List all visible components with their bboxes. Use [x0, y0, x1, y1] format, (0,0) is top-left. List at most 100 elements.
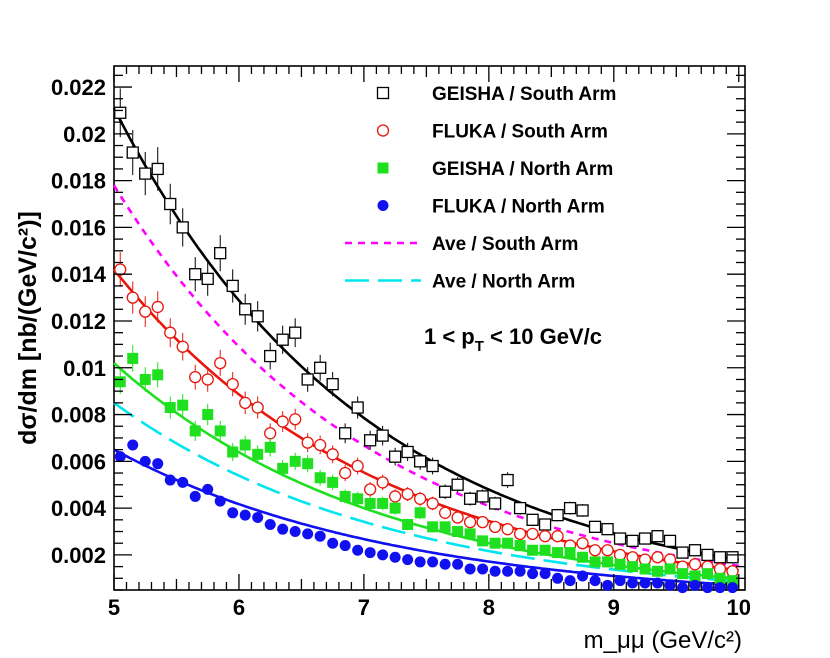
- data-point: [639, 563, 651, 575]
- data-point: [114, 376, 126, 388]
- data-point: [514, 565, 526, 577]
- data-point: [139, 455, 151, 467]
- fit-curve: [113, 362, 739, 580]
- y-tick-label: 0.008: [51, 403, 106, 428]
- legend-label: FLUKA / North Arm: [432, 197, 605, 218]
- data-point: [539, 568, 551, 580]
- data-point: [214, 356, 227, 370]
- data-point: [588, 544, 602, 557]
- data-point: [126, 146, 139, 159]
- data-point: [427, 556, 439, 568]
- data-point: [251, 401, 264, 414]
- data-point: [264, 519, 276, 530]
- data-point: [602, 556, 614, 568]
- data-point: [227, 446, 239, 458]
- y-tick-label: 0.002: [51, 543, 106, 568]
- y-tick-label: 0.014: [51, 262, 107, 287]
- data-point: [714, 582, 726, 594]
- data-point: [363, 434, 377, 447]
- data-point: [501, 523, 514, 536]
- data-point: [176, 221, 189, 234]
- x-tick-label: 7: [358, 595, 370, 620]
- x-tick-label: 6: [233, 595, 245, 620]
- data-point: [389, 502, 401, 514]
- data-point: [689, 579, 701, 591]
- data-point: [588, 520, 602, 533]
- data-point: [239, 396, 252, 410]
- data-point: [476, 516, 489, 529]
- data-point: [427, 521, 439, 533]
- data-point: [552, 547, 564, 559]
- data-point: [526, 513, 539, 526]
- data-point: [651, 551, 664, 564]
- data-point: [302, 528, 314, 540]
- data-point: [202, 483, 214, 495]
- fit-curve: [113, 401, 739, 583]
- data-point: [352, 544, 364, 556]
- legend-label: GEISHA / South Arm: [432, 84, 616, 105]
- data-point: [214, 495, 226, 507]
- data-point: [314, 530, 326, 542]
- axes: 5 6 7 8 9 10 0.002 0.004 0.006 0.008 0.01 0.012 0.01…: [51, 66, 751, 620]
- data-point: [114, 263, 127, 276]
- data-point: [264, 441, 276, 453]
- data-point: [463, 516, 477, 529]
- data-point: [201, 272, 214, 286]
- data-point: [438, 506, 452, 519]
- data-point: [451, 478, 464, 491]
- data-point: [476, 490, 489, 503]
- data-point: [551, 508, 564, 522]
- data-point: [251, 310, 264, 323]
- data-point: [314, 361, 327, 374]
- data-point: [351, 401, 364, 414]
- data-point: [214, 425, 226, 437]
- data-point: [638, 553, 652, 566]
- data-point: [377, 200, 389, 211]
- data-point: [513, 501, 527, 515]
- data-point: [551, 530, 564, 543]
- data-point: [552, 572, 564, 584]
- data-point: [463, 492, 477, 505]
- legend-label: Ave / North Arm: [432, 272, 575, 293]
- data-point: [564, 547, 576, 559]
- data-point: [289, 526, 301, 538]
- data-point: [139, 167, 152, 180]
- data-point: [226, 377, 239, 391]
- data-point: [151, 300, 164, 314]
- data-point: [677, 582, 689, 594]
- data-point: [189, 490, 201, 502]
- data-point: [513, 527, 527, 541]
- data-point: [614, 558, 626, 570]
- data-point: [401, 445, 414, 459]
- data-point: [638, 532, 652, 545]
- data-point: [626, 551, 639, 564]
- data-point: [376, 429, 389, 442]
- data-point: [701, 548, 714, 562]
- data-point: [177, 399, 189, 411]
- y-tick-label: 0.006: [51, 449, 106, 474]
- data-point: [327, 476, 339, 488]
- data-point: [376, 476, 389, 489]
- data-point: [314, 472, 326, 484]
- legend-label: FLUKA / South Arm: [432, 122, 608, 143]
- data-point: [277, 523, 289, 535]
- data-point: [276, 333, 289, 346]
- data-point: [477, 535, 489, 547]
- data-point: [227, 507, 239, 519]
- data-point: [613, 532, 627, 545]
- legend-label: GEISHA / North Arm: [432, 159, 613, 180]
- y-tick-label: 0.016: [51, 215, 106, 240]
- data-point: [464, 528, 476, 540]
- data-point: [388, 490, 402, 503]
- pt-range-annotation: 1 < pT < 10 GeV/c: [424, 324, 602, 355]
- data-point: [164, 402, 176, 414]
- data-point: [189, 370, 202, 384]
- data-point: [339, 490, 351, 502]
- data-point: [239, 439, 251, 451]
- data-point: [388, 450, 402, 463]
- legend: GEISHA / South Arm FLUKA / South Arm GEISH…: [345, 84, 616, 293]
- data-point: [577, 551, 589, 563]
- data-point: [664, 563, 676, 575]
- data-point: [564, 575, 576, 587]
- data-point: [539, 544, 551, 556]
